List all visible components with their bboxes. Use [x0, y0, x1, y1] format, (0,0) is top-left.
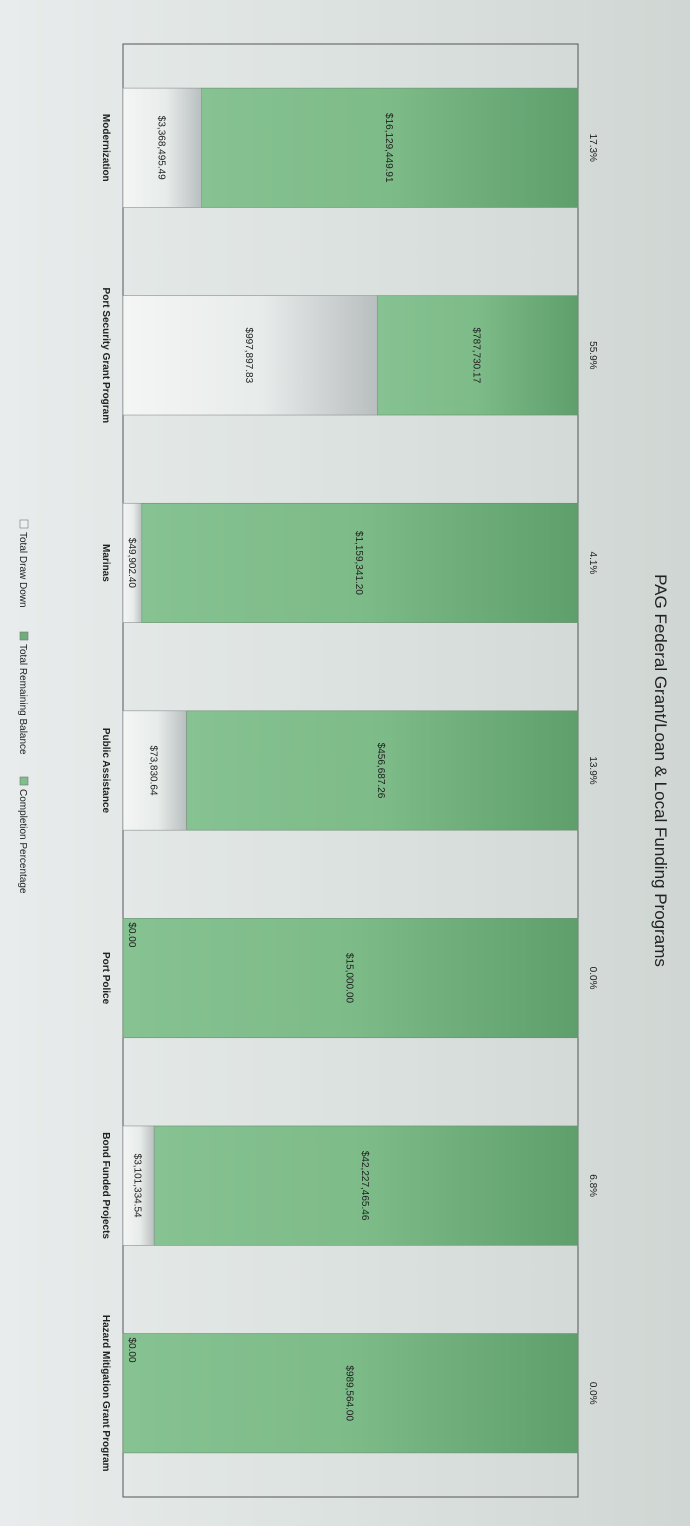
remaining-balance-label: $16,129,449.91: [383, 113, 394, 183]
remaining-balance-label: $1,159,341.20: [353, 531, 364, 595]
category-label: Modernization: [100, 114, 111, 182]
draw-down-label: $0.00: [126, 1338, 137, 1363]
remaining-balance-label: $456,687.26: [375, 743, 386, 799]
completion-percentage-label: 17.3%: [587, 134, 598, 162]
category-label: Port Police: [100, 952, 111, 1005]
bar-draw-down: [122, 295, 378, 416]
bar-draw-down: [122, 1125, 155, 1246]
completion-percentage-label: 0.0%: [587, 967, 598, 990]
completion-percentage-label: 4.1%: [587, 552, 598, 575]
chart-title: PAG Federal Grant/Loan & Local Funding P…: [651, 574, 670, 967]
draw-down-label: $3,101,334.54: [132, 1154, 143, 1218]
remaining-balance-label: $42,227,465.46: [359, 1151, 370, 1221]
completion-percentage-label: 6.8%: [587, 1174, 598, 1197]
draw-down-label: $997,897.83: [243, 328, 254, 384]
category-label: Public Assistance: [100, 728, 111, 814]
legend-label: Completion Percentage: [17, 789, 28, 894]
legend-label: Total Draw Down: [17, 532, 28, 608]
draw-down-label: $49,902.40: [126, 538, 137, 588]
remaining-balance-label: $989,564.00: [344, 1365, 355, 1421]
legend-swatch: [19, 776, 29, 786]
draw-down-label: $73,830.64: [148, 745, 159, 795]
legend-swatch: [19, 519, 29, 529]
category-label: Hazard Mitigation Grant Program: [100, 1315, 111, 1472]
category-label: Port Security Grant Program: [100, 288, 111, 424]
category-label: Marinas: [100, 544, 111, 582]
completion-percentage-label: 55.9%: [587, 341, 598, 369]
chart-rotated-group: PAG Federal Grant/Loan & Local Funding P…: [17, 43, 670, 1498]
bar-remaining-balance: [122, 918, 579, 1039]
completion-percentage-label: 13.9%: [587, 756, 598, 784]
bar-remaining-balance: [122, 1333, 579, 1454]
remaining-balance-label: $15,000.00: [344, 953, 355, 1003]
draw-down-label: $3,368,495.49: [155, 116, 166, 180]
completion-percentage-label: 0.0%: [587, 1382, 598, 1405]
category-label: Bond Funded Projects: [100, 1132, 111, 1239]
draw-down-label: $0.00: [126, 922, 137, 947]
legend-swatch: [19, 631, 29, 641]
remaining-balance-label: $787,730.17: [471, 328, 482, 384]
legend-label: Total Remaining Balance: [17, 644, 28, 755]
bar-draw-down: [122, 87, 202, 208]
bar-draw-down: [122, 710, 187, 831]
bar-draw-down: [122, 502, 143, 623]
